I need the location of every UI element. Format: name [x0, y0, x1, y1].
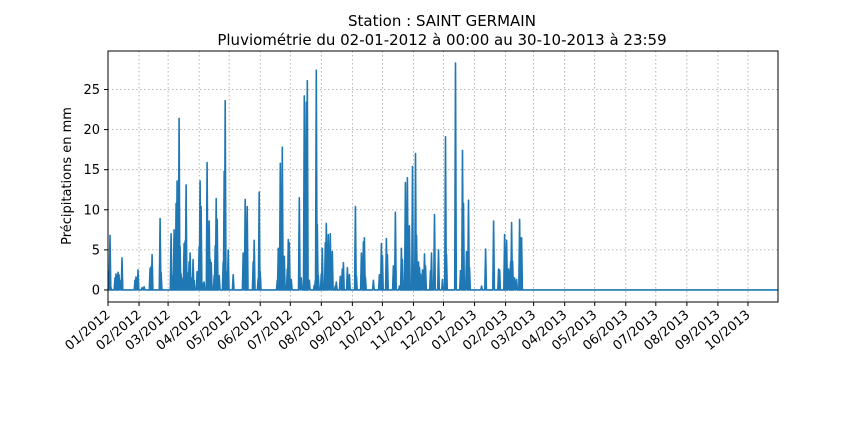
x-axis: 01/201202/201203/201204/201205/201206/20… [63, 302, 754, 354]
y-axis: 0 5 10 15 20 25 [83, 83, 108, 298]
y-tick-label: 15 [83, 163, 100, 178]
y-tick-label: 20 [83, 123, 100, 138]
y-tick-label: 10 [83, 203, 100, 218]
y-tick-label: 5 [92, 243, 100, 258]
chart-subtitle: Pluviométrie du 02-01-2012 à 00:00 au 30… [217, 31, 666, 49]
y-tick-label: 0 [92, 283, 100, 298]
y-axis-label: Précipitations en mm [60, 107, 75, 245]
plot-frame [107, 50, 779, 303]
y-tick-label: 25 [83, 83, 100, 98]
rainfall-series-line [107, 62, 778, 291]
series-layer [107, 62, 778, 291]
chart-title: Station : SAINT GERMAIN [348, 12, 536, 30]
